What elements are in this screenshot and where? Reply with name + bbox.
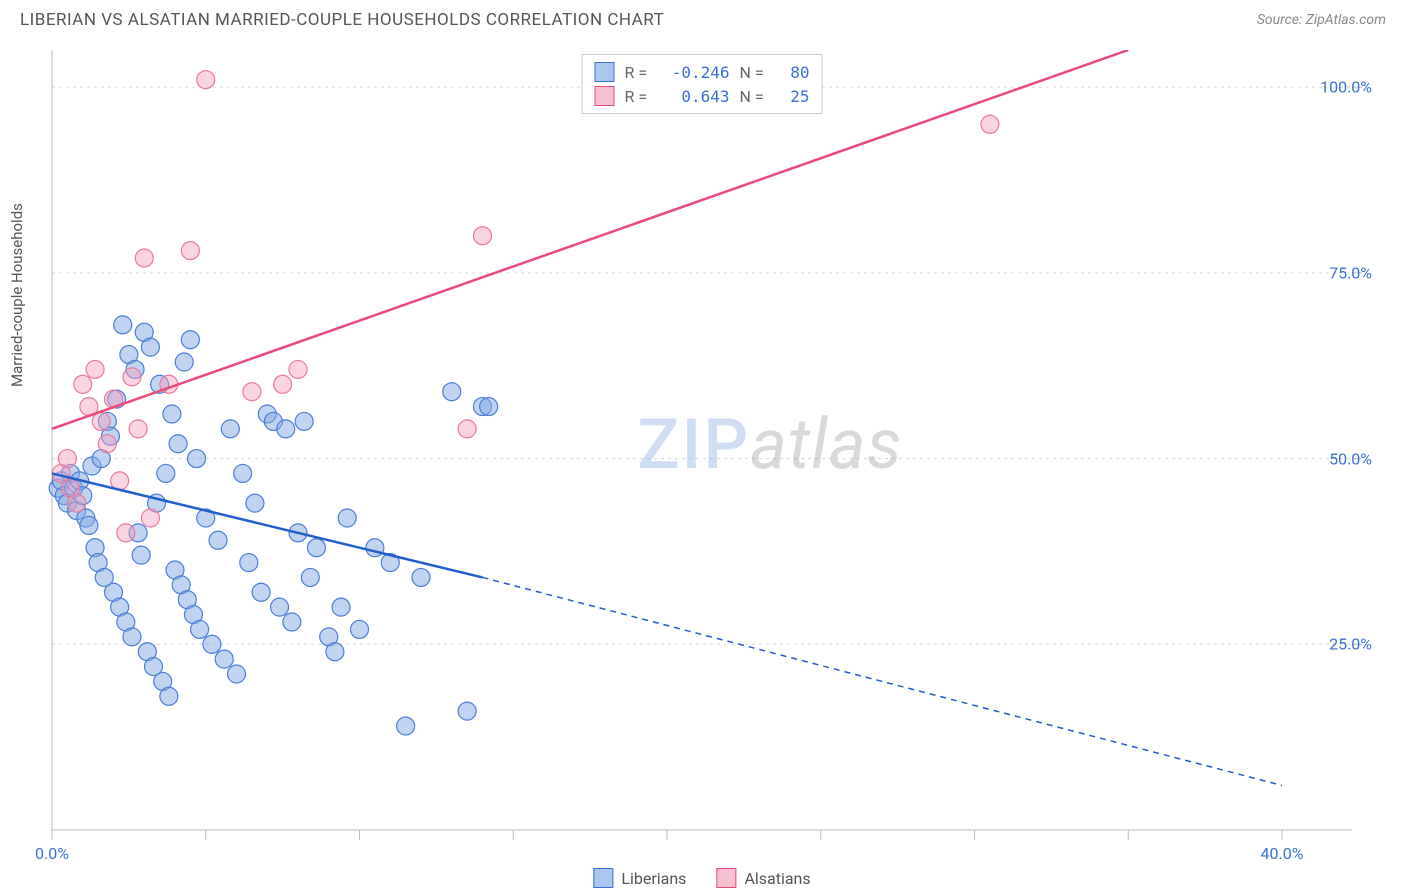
- legend-swatch: [716, 868, 736, 888]
- legend-swatch: [595, 62, 615, 82]
- y-tick-label: 25.0%: [1329, 635, 1372, 654]
- n-value: 80: [780, 63, 810, 82]
- correlation-legend: R = -0.246 N = 80 R = 0.643 N = 25: [582, 54, 823, 114]
- legend-swatch: [595, 86, 615, 106]
- n-label: N =: [740, 87, 770, 106]
- correlation-legend-row: R = 0.643 N = 25: [595, 84, 810, 108]
- r-label: R =: [625, 63, 655, 82]
- r-value: 0.643: [665, 87, 730, 106]
- y-axis-label: Married-couple Households: [8, 203, 26, 387]
- x-tick-label: 0.0%: [35, 844, 69, 863]
- series-legend-label: Liberians: [621, 869, 686, 888]
- source-attribution: Source: ZipAtlas.com: [1257, 12, 1386, 28]
- series-legend: Liberians Alsatians: [593, 868, 810, 888]
- source-label: Source:: [1257, 12, 1302, 28]
- correlation-legend-row: R = -0.246 N = 80: [595, 60, 810, 84]
- series-legend-label: Alsatians: [744, 869, 810, 888]
- n-value: 25: [780, 87, 810, 106]
- scatter-chart: [22, 50, 1382, 890]
- legend-swatch: [593, 868, 613, 888]
- header: LIBERIAN VS ALSATIAN MARRIED-COUPLE HOUS…: [0, 0, 1406, 36]
- series-legend-item: Alsatians: [716, 868, 810, 888]
- r-value: -0.246: [665, 63, 730, 82]
- y-tick-label: 50.0%: [1329, 449, 1372, 468]
- n-label: N =: [740, 63, 770, 82]
- y-tick-label: 100.0%: [1320, 78, 1372, 97]
- chart-title: LIBERIAN VS ALSATIAN MARRIED-COUPLE HOUS…: [20, 10, 664, 30]
- chart-container: Married-couple Households ZIPatlas R =-0…: [22, 50, 1382, 890]
- series-legend-item: Liberians: [593, 868, 686, 888]
- source-name: ZipAtlas.com: [1306, 12, 1386, 28]
- x-tick-label: 40.0%: [1261, 844, 1304, 863]
- y-tick-label: 75.0%: [1329, 263, 1372, 282]
- r-label: R =: [625, 87, 655, 106]
